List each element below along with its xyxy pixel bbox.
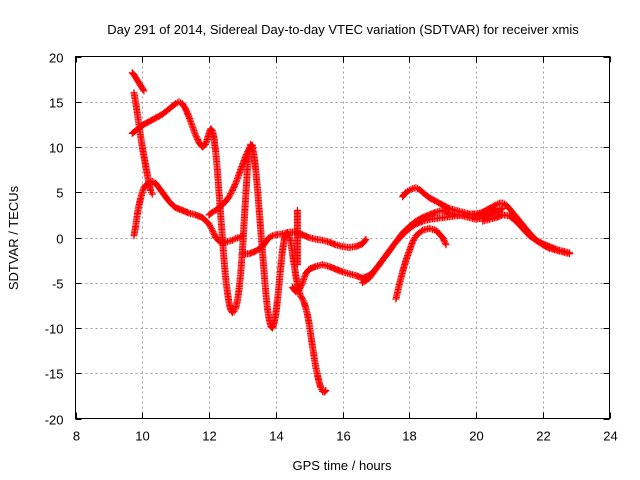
x-axis-label: GPS time / hours (293, 458, 392, 473)
y-axis-label: SDTVAR / TECUs (6, 185, 21, 290)
x-tick-label: 8 (73, 429, 80, 444)
series-markers (359, 210, 480, 287)
series-markers (205, 141, 256, 219)
series-markers (130, 177, 246, 247)
data-points (128, 69, 573, 396)
plot-frame (75, 56, 610, 419)
x-tick-label: 18 (402, 429, 416, 444)
y-tick-label: -15 (45, 367, 64, 382)
x-tick-label: 24 (603, 429, 617, 444)
grid (75, 56, 610, 419)
series-arc-10 (392, 224, 450, 303)
y-tick-label: -20 (45, 413, 64, 428)
series-markers (128, 69, 148, 95)
series-markers (479, 211, 573, 257)
axis-ticks (75, 56, 611, 420)
y-tick-labels: -20 -15 -10 -5 0 5 10 15 20 (45, 51, 64, 428)
x-tick-label: 20 (469, 429, 483, 444)
x-tick-label: 12 (202, 429, 216, 444)
y-tick-label: -10 (45, 322, 64, 337)
x-tick-labels: 8 10 12 14 16 18 20 22 24 (73, 429, 618, 444)
y-tick-label: 20 (49, 51, 63, 66)
y-tick-label: 10 (49, 141, 63, 156)
series-arc-13 (479, 211, 573, 257)
series-arc-5 (205, 141, 256, 219)
series-arc-1 (128, 69, 148, 95)
y-tick-label: -5 (52, 277, 64, 292)
chart-title: Day 291 of 2014, Sidereal Day-to-day VTE… (107, 22, 579, 37)
y-tick-label: 15 (49, 96, 63, 111)
y-tick-label: 5 (56, 186, 63, 201)
series-arc-4 (130, 177, 246, 247)
series-arc-9 (359, 210, 480, 287)
series-markers (392, 224, 450, 303)
y-tick-label: 0 (56, 232, 63, 247)
x-tick-label: 14 (269, 429, 283, 444)
series-markers (293, 206, 301, 269)
x-tick-label: 16 (336, 429, 350, 444)
x-tick-label: 10 (135, 429, 149, 444)
x-tick-label: 22 (536, 429, 550, 444)
series-arc-7 (293, 206, 301, 269)
